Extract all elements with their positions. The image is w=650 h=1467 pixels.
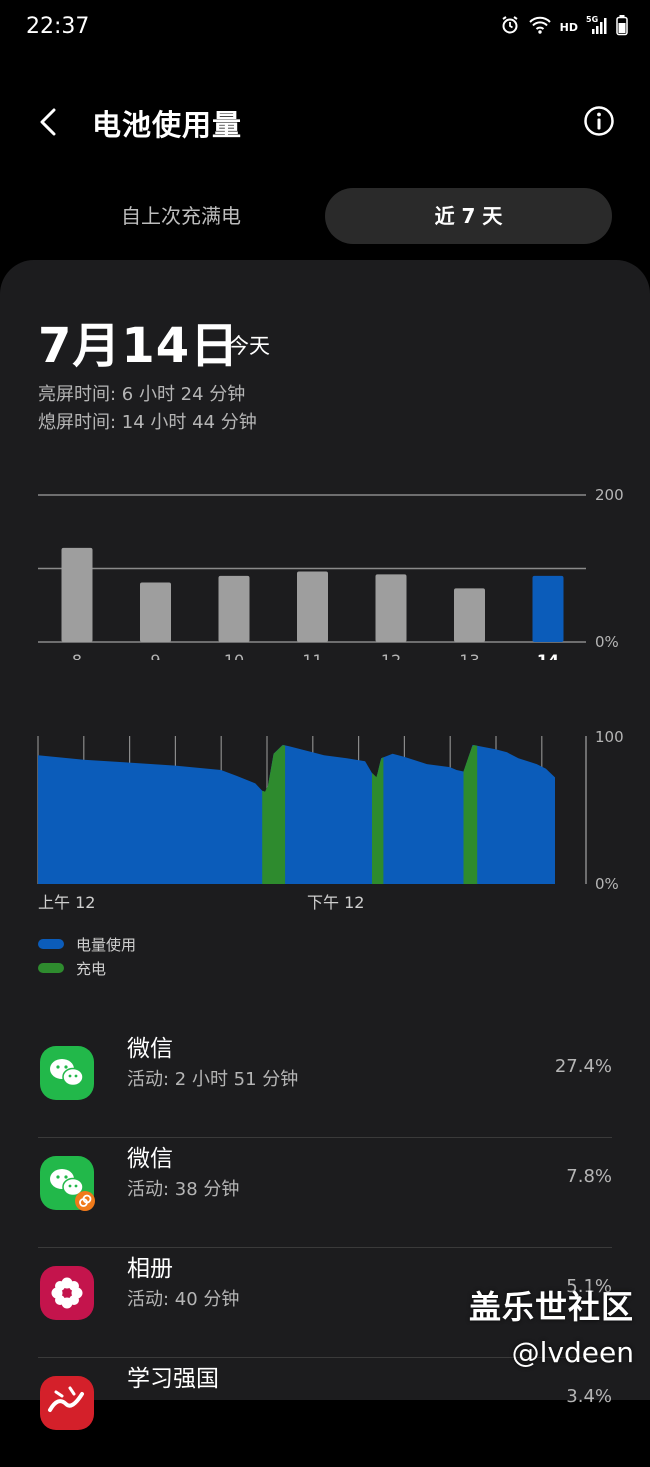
legend-label-usage: 电量使用 (76, 935, 137, 954)
bar-day-14[interactable] (532, 575, 564, 642)
period-tabs: 自上次充满电 近 7 天 (38, 188, 612, 244)
battery-icon (616, 14, 628, 40)
wechat-clone-icon (40, 1156, 95, 1211)
legend-swatch-charging (38, 963, 64, 973)
area-x-label-pm: 下午 12 (307, 893, 364, 912)
area-x-label-am: 上午 12 (38, 893, 95, 912)
wifi-icon (528, 15, 552, 39)
watermark: 盖乐世社区 @lvdeen (469, 1282, 634, 1369)
app-activity: 活动: 40 分钟 (127, 1289, 240, 1310)
alarm-icon (500, 15, 520, 39)
charging-interval-3 (463, 745, 478, 884)
app-usage-list: 微信 活动: 2 小时 51 分钟 27.4% 微信 活动: 38 分钟 7.8… (38, 1028, 612, 1467)
status-icons: HD 5G (500, 14, 628, 40)
app-percent: 27.4% (554, 1056, 612, 1077)
app-percent: 5.1% (566, 1276, 612, 1297)
hd-icon: HD (559, 20, 578, 34)
legend-label-charging: 充电 (76, 959, 107, 978)
charging-interval-2 (372, 757, 384, 884)
bar-x-label-10: 10 (224, 651, 244, 660)
app-percent: 3.4% (566, 1386, 612, 1407)
screen-off-time: 熄屏时间: 14 小时 44 分钟 (38, 412, 257, 433)
tab-last-7-days[interactable]: 近 7 天 (325, 188, 612, 244)
list-item[interactable]: 学习强国 3.4% (38, 1358, 612, 1467)
screen-on-time: 亮屏时间: 6 小时 24 分钟 (38, 384, 246, 405)
info-button[interactable] (582, 104, 616, 138)
app-bar: 电池使用量 (0, 88, 650, 158)
xuexi-qiangguo-icon (40, 1376, 94, 1430)
bar-day-11[interactable] (297, 571, 328, 642)
app-name: 微信 (127, 1146, 173, 1172)
bar-day-10[interactable] (218, 575, 250, 642)
weekly-bar-chart: 200 0% 8 9 10 11 12 13 14 (38, 486, 624, 660)
bar-day-8[interactable] (61, 547, 93, 642)
bar-day-13[interactable] (454, 588, 485, 642)
gallery-icon (40, 1266, 94, 1320)
app-name: 相册 (127, 1256, 173, 1282)
battery-usage-card: 7月14日 今天 亮屏时间: 6 小时 24 分钟 熄屏时间: 14 小时 44… (0, 260, 650, 1430)
legend-item-charging: 充电 (38, 956, 136, 980)
area-y-tick-top: 100 (595, 728, 624, 746)
battery-usage-area (38, 744, 555, 884)
network-label: 5G (586, 15, 598, 24)
bar-y-tick-top: 200 (595, 486, 624, 504)
chart-legend: 电量使用 充电 (38, 932, 136, 980)
charging-intervals (262, 745, 478, 884)
bar-x-label-9: 9 (150, 651, 160, 660)
info-icon (584, 106, 614, 136)
bar-x-labels: 8 9 10 11 12 13 14 (72, 651, 559, 660)
chevron-left-icon (40, 108, 56, 136)
bar-x-label-8: 8 (72, 651, 82, 660)
wechat-icon (40, 1046, 94, 1100)
tab-since-full-charge[interactable]: 自上次充满电 (121, 204, 241, 228)
watermark-community: 盖乐世社区 (468, 1288, 634, 1326)
app-percent: 7.8% (566, 1166, 612, 1187)
charging-interval-1 (262, 745, 286, 884)
list-item[interactable]: 微信 活动: 38 分钟 7.8% (38, 1138, 612, 1248)
legend-swatch-usage (38, 939, 64, 949)
area-y-tick-bottom: 0% (595, 875, 619, 893)
bar-x-label-13: 13 (459, 651, 479, 660)
list-item[interactable]: 微信 活动: 2 小时 51 分钟 27.4% (38, 1028, 612, 1138)
bar-x-label-12: 12 (381, 651, 401, 660)
app-activity: 活动: 38 分钟 (127, 1179, 240, 1200)
app-name: 微信 (127, 1036, 173, 1062)
list-item[interactable]: 相册 活动: 40 分钟 5.1% (38, 1248, 612, 1358)
status-time: 22:37 (26, 14, 90, 39)
bar-day-12[interactable] (375, 574, 407, 642)
bar-x-label-11: 11 (302, 651, 322, 660)
back-button[interactable] (30, 102, 70, 142)
today-label: 今天 (228, 334, 270, 358)
page-title: 电池使用量 (92, 108, 243, 142)
bar-x-label-14: 14 (537, 651, 559, 660)
app-activity: 活动: 2 小时 51 分钟 (127, 1069, 299, 1090)
bar-series (61, 547, 564, 642)
status-bar: 22:37 HD 5G (0, 0, 650, 56)
watermark-user: @lvdeen (511, 1336, 634, 1369)
legend-item-usage: 电量使用 (38, 932, 136, 956)
5g-signal-icon: 5G (586, 14, 608, 40)
bar-y-tick-bottom: 0% (595, 633, 619, 651)
battery-level-chart: 100 0% 上午 12 下午 12 (37, 728, 624, 912)
selected-date: 7月14日 (38, 318, 240, 374)
bar-day-9[interactable] (140, 582, 171, 642)
app-name: 学习强国 (127, 1366, 219, 1392)
